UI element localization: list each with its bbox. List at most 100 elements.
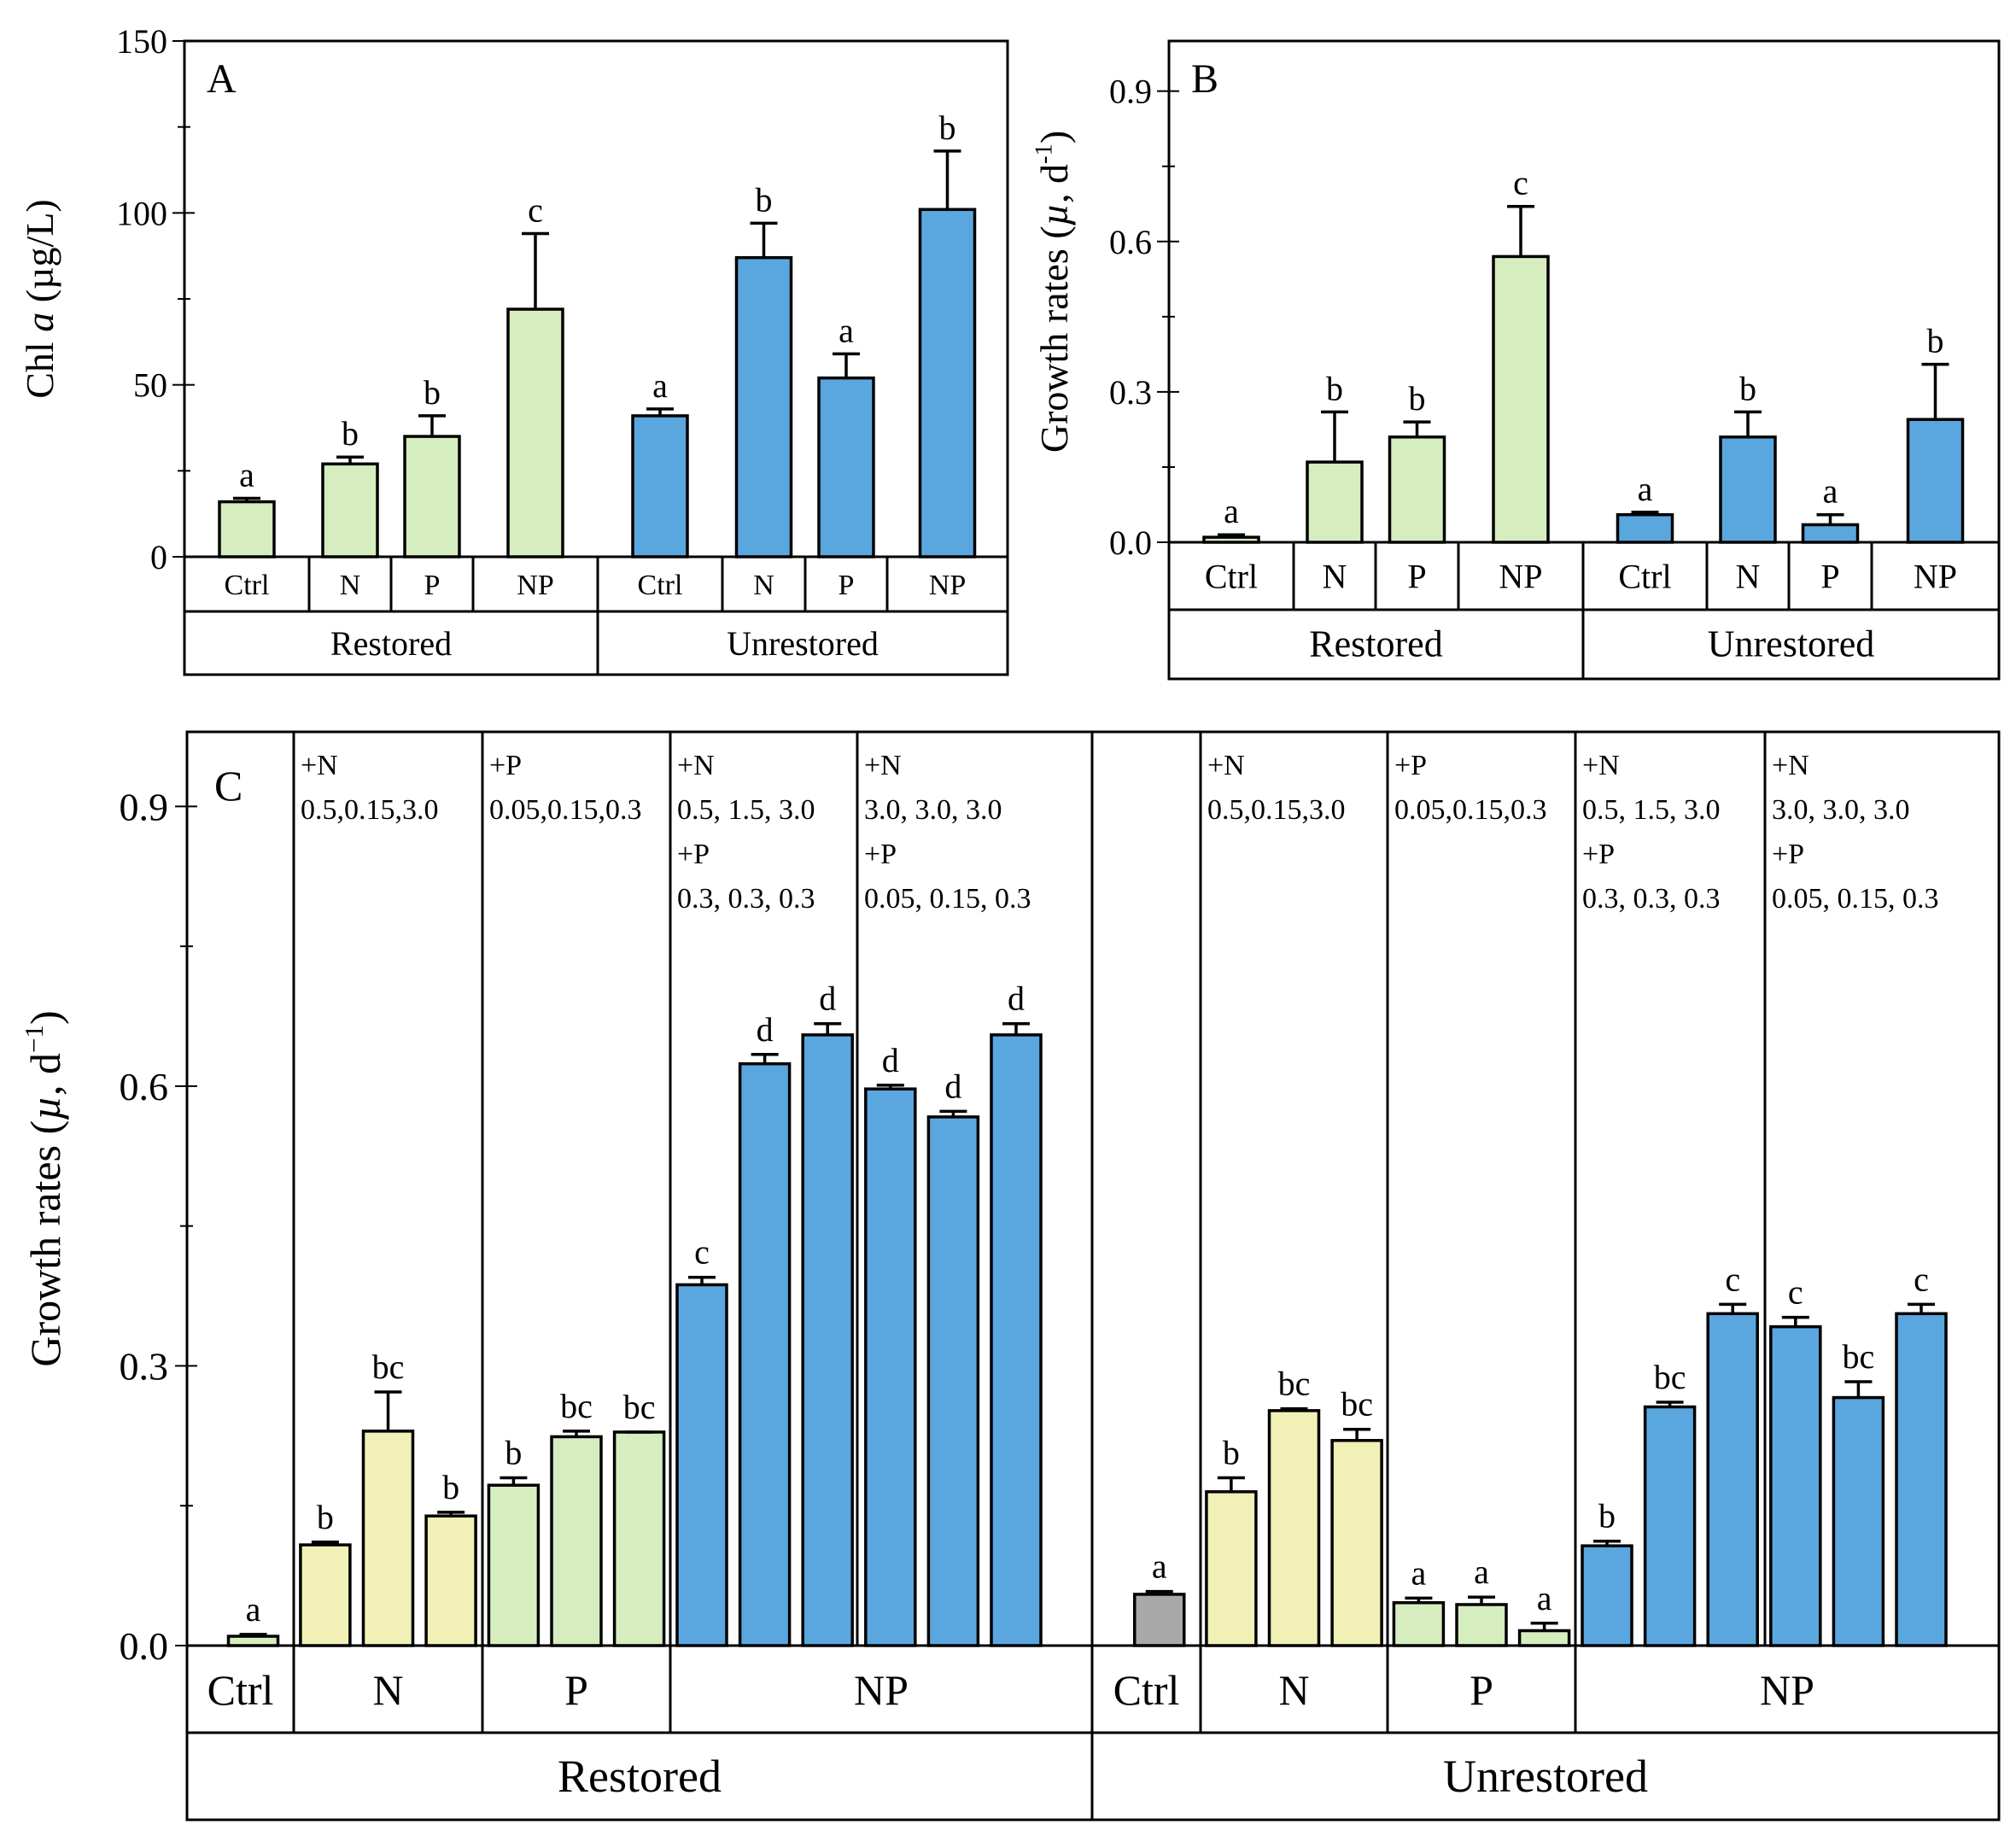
panel-b: 0.0 0.3 0.6 0.9 B Growth rates (µ, d-1) a Ctrl b…: [1031, 39, 2001, 681]
bar: [403, 435, 461, 558]
group-label: Unrestored: [727, 624, 879, 663]
y-axis-label-italic: a: [18, 313, 61, 332]
error-bar: [500, 1476, 528, 1486]
error-bar: [1631, 511, 1659, 515]
error-bar: [1403, 420, 1431, 437]
y-tick-label: 50: [133, 366, 167, 405]
bar: [1769, 1324, 1822, 1647]
treatment-note: +P: [864, 839, 897, 870]
error-bar: [233, 496, 260, 502]
bar: [1202, 535, 1260, 544]
bar: [1643, 1405, 1697, 1647]
bar: [1330, 1439, 1383, 1647]
significance-letter: b: [342, 414, 359, 453]
bar: [299, 1543, 352, 1647]
treatment-note: 0.3, 0.3, 0.3: [677, 883, 815, 915]
category-label: N: [753, 570, 774, 601]
significance-letter: a: [652, 366, 668, 405]
y-tick-label: 0.3: [120, 1344, 169, 1388]
category-label: N: [1736, 558, 1761, 596]
group-label: Unrestored: [1708, 623, 1875, 665]
bar: [1392, 1601, 1446, 1647]
bar: [218, 500, 276, 558]
error-bar: [876, 1084, 904, 1090]
treatment-note: 0.5, 1.5, 3.0: [677, 794, 815, 826]
group-label: Restored: [330, 624, 452, 663]
category-label: N: [340, 570, 361, 601]
treatment-note: 0.3, 0.3, 0.3: [1582, 883, 1721, 915]
bar: [990, 1033, 1043, 1647]
treatment-note: 3.0, 3.0, 3.0: [1772, 794, 1910, 826]
treatment-note: 0.05, 0.15, 0.3: [1772, 883, 1939, 915]
treatment-note: +P: [1772, 839, 1804, 870]
significance-letter: a: [1474, 1553, 1489, 1591]
group-label: Restored: [1309, 623, 1442, 665]
category-label: N: [1323, 558, 1347, 596]
error-bar: [1734, 410, 1762, 437]
treatment-note: 0.5, 1.5, 3.0: [1582, 794, 1721, 826]
y-axis-label-part: , d: [1032, 164, 1076, 203]
significance-letter: b: [1927, 322, 1944, 360]
significance-letter: bc: [623, 1388, 656, 1426]
significance-letter: bc: [1341, 1385, 1373, 1424]
error-bar: [833, 352, 860, 378]
significance-letter: d: [882, 1041, 899, 1079]
error-bar: [688, 1275, 716, 1285]
bar: [1517, 1629, 1571, 1647]
category-label: NP: [1914, 558, 1957, 596]
error-bar: [1321, 410, 1348, 463]
y-tick-label: 100: [116, 194, 167, 232]
y-tick-label: 0.6: [120, 1065, 169, 1108]
bar: [734, 255, 793, 558]
error-bar: [1921, 362, 1949, 420]
treatment-note: +P: [677, 839, 710, 870]
treatment-note: +N: [677, 750, 715, 781]
significance-letter: c: [1788, 1273, 1803, 1312]
significance-letter: b: [317, 1498, 334, 1536]
error-bar: [751, 1053, 779, 1064]
error-bar: [1530, 1622, 1558, 1631]
error-bar: [522, 231, 549, 310]
significance-letter: a: [1224, 492, 1239, 530]
category-label: P: [1820, 558, 1839, 596]
bar: [1706, 1312, 1759, 1647]
error-bar: [1719, 1302, 1747, 1314]
bar: [226, 1634, 280, 1647]
y-tick-label: 0.9: [1109, 73, 1152, 111]
bar: [738, 1061, 792, 1647]
treatment-note: +N: [864, 750, 902, 781]
error-bar: [1405, 1596, 1433, 1603]
significance-letter: a: [1823, 472, 1838, 511]
y-tick-label: 0.9: [120, 785, 169, 828]
y-axis-label-part: ): [21, 1010, 69, 1025]
error-bar: [1507, 204, 1534, 257]
y-axis-label-part: Growth rates (: [1032, 225, 1076, 453]
section-label: N: [372, 1666, 403, 1714]
bar: [801, 1033, 854, 1647]
category-label: Ctrl: [638, 570, 683, 601]
y-axis-label-sup: −1: [19, 1025, 49, 1053]
panel-letter: B: [1191, 56, 1218, 102]
y-axis-label-part: Chl: [18, 332, 61, 399]
significance-letter: a: [1638, 470, 1653, 508]
significance-letter: b: [939, 108, 956, 147]
category-label: NP: [929, 570, 966, 601]
category-label: Ctrl: [225, 570, 270, 601]
error-bar: [1781, 1315, 1809, 1327]
significance-letter: a: [839, 311, 854, 349]
significance-letter: d: [819, 979, 836, 1018]
panel-c: 0.0 0.3 0.6 0.9 C Growth rates (µ, d−1) a Ctrl b…: [19, 730, 2001, 1822]
treatment-note: 0.5,0.15,3.0: [1207, 794, 1346, 826]
bar: [631, 414, 689, 558]
y-axis-label-sup: -1: [1031, 143, 1058, 164]
section-label: Ctrl: [1113, 1666, 1180, 1714]
error-bar: [1908, 1302, 1935, 1314]
error-bar: [1468, 1595, 1495, 1605]
category-label: P: [839, 570, 855, 601]
error-bar: [933, 149, 961, 210]
bar: [1832, 1395, 1885, 1647]
significance-letter: c: [1513, 164, 1528, 202]
y-axis-label-part: Growth rates (: [21, 1120, 69, 1367]
significance-letter: b: [1739, 369, 1756, 407]
